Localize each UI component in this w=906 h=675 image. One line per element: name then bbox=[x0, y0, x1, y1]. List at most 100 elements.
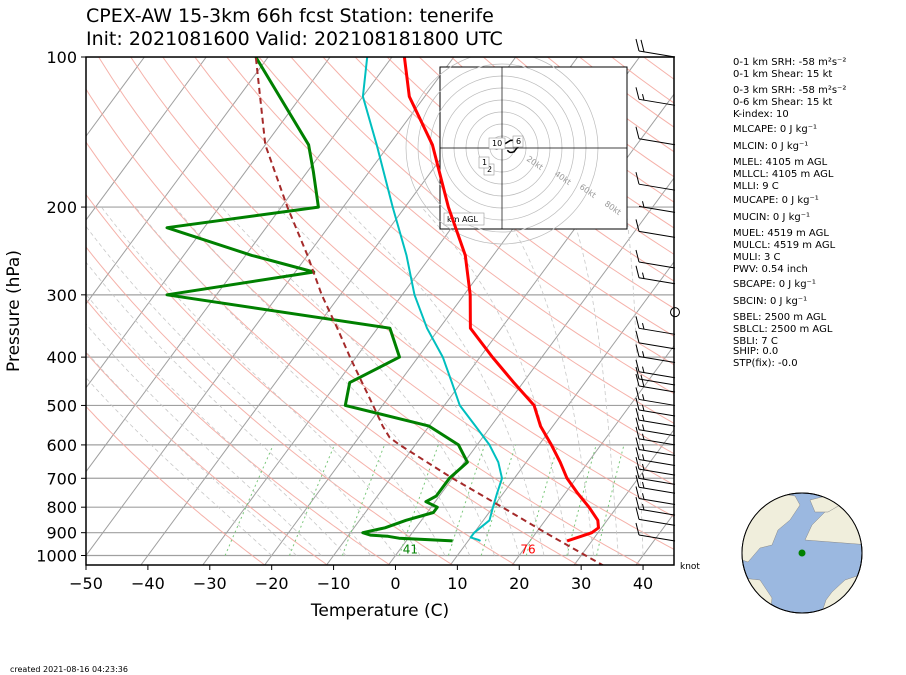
wind-barb-calm bbox=[670, 307, 680, 318]
index-line: K-index: 10 bbox=[733, 109, 789, 120]
index-line: MUCIN: 0 J kg⁻¹ bbox=[733, 212, 811, 223]
wind-barb-halfflag bbox=[642, 94, 645, 101]
dry-adiabat bbox=[86, 298, 391, 565]
index-line: 0-1 km Shear: 15 kt bbox=[733, 69, 833, 80]
wind-barb-halfflag bbox=[642, 201, 645, 208]
mixing-ratio-line bbox=[341, 444, 385, 556]
x-tick-label: 20 bbox=[509, 574, 529, 593]
chart-title-line-2: Init: 2021081600 Valid: 202108181800 UTC bbox=[86, 28, 503, 50]
y-axis-label: Pressure (hPa) bbox=[4, 250, 24, 372]
wind-barb-flag bbox=[635, 522, 640, 536]
hodograph-unit-label: km AGL bbox=[447, 215, 479, 224]
dry-adiabat bbox=[354, 57, 674, 309]
wind-barb bbox=[635, 397, 676, 417]
wind-barb-flag bbox=[635, 126, 640, 139]
wind-barb-halfflag bbox=[642, 481, 645, 489]
wind-barb bbox=[635, 126, 676, 146]
y-tick-label-1000: 1000 bbox=[36, 547, 77, 566]
hodograph-height-box bbox=[488, 137, 506, 150]
hodograph-height-label: 10 bbox=[492, 139, 502, 148]
wind-barb-halfflag bbox=[642, 454, 645, 461]
hodograph-height-label: 1 bbox=[482, 158, 487, 167]
index-line: MLCAPE: 0 J kg⁻¹ bbox=[733, 124, 818, 135]
x-tick-label: −20 bbox=[255, 574, 289, 593]
temperature-profile bbox=[402, 57, 600, 543]
index-line: MULCL: 4519 m AGL bbox=[733, 240, 836, 251]
wind-barb-halfflag bbox=[642, 493, 645, 500]
wind-barb-staff bbox=[638, 419, 676, 427]
x-tick-label: −30 bbox=[193, 574, 227, 593]
index-line: MLLCL: 4105 m AGL bbox=[733, 169, 834, 180]
wind-barb-flag bbox=[635, 426, 640, 440]
wind-barb-staff bbox=[638, 355, 676, 363]
x-tick-label: 40 bbox=[633, 574, 653, 593]
wind-barb-staff bbox=[638, 497, 676, 505]
wind-barb-halfflag bbox=[642, 394, 645, 401]
wind-barb-flag bbox=[635, 330, 640, 343]
wind-barb-flag bbox=[635, 417, 640, 430]
index-line: PWV: 0.54 inch bbox=[733, 264, 808, 275]
station-marker bbox=[798, 549, 806, 557]
dry-adiabat bbox=[86, 88, 642, 565]
index-line: STP(fix): -0.0 bbox=[733, 358, 798, 369]
x-tick-label: −10 bbox=[317, 574, 351, 593]
dry-adiabat bbox=[226, 57, 674, 424]
wind-barb-flag bbox=[635, 457, 640, 470]
y-tick-label-100: 100 bbox=[46, 48, 77, 67]
moist-adiabat bbox=[344, 206, 545, 556]
wind-barb-flag bbox=[635, 497, 640, 510]
wind-barb-flag bbox=[635, 359, 640, 372]
wind-barb bbox=[635, 344, 676, 363]
wind-barb-flag bbox=[635, 447, 640, 460]
index-line: 0-1 km SRH: -58 m²s⁻² bbox=[733, 57, 847, 68]
moist-adiabat bbox=[86, 225, 396, 556]
isotherm-10 bbox=[449, 261, 674, 565]
index-line: MLLI: 9 C bbox=[733, 181, 779, 192]
index-line: SBCAPE: 0 J kg⁻¹ bbox=[733, 279, 816, 290]
wind-barb-flag bbox=[635, 407, 640, 421]
wind-barb bbox=[635, 437, 676, 456]
wind-barb bbox=[635, 486, 676, 505]
wind-barb bbox=[635, 373, 676, 393]
moist-adiabat bbox=[86, 293, 347, 556]
y-tick-label-700: 700 bbox=[46, 469, 77, 488]
index-line: MUCAPE: 0 J kg⁻¹ bbox=[733, 195, 819, 206]
wind-barb-staff bbox=[638, 398, 676, 406]
moist-adiabat bbox=[421, 206, 570, 556]
wind-barb-flag bbox=[635, 344, 640, 357]
wind-barb-flag bbox=[635, 507, 640, 520]
wind-barb bbox=[635, 417, 676, 437]
wind-barb-staff bbox=[638, 429, 676, 437]
wind-barb-halfflag bbox=[642, 404, 645, 411]
index-line: MLEL: 4105 m AGL bbox=[733, 157, 828, 168]
wind-barb bbox=[635, 457, 676, 476]
dry-adiabat bbox=[130, 57, 674, 518]
wind-unit-label: knot bbox=[680, 562, 700, 572]
wind-barb-staff bbox=[638, 230, 676, 238]
wind-barb-halfflag bbox=[642, 503, 645, 511]
moist-adiabat bbox=[101, 206, 421, 556]
moist-adiabat bbox=[86, 351, 297, 556]
wind-barb-flag bbox=[635, 87, 640, 100]
wind-barb-flag bbox=[635, 437, 640, 450]
x-tick-label: 10 bbox=[447, 574, 467, 593]
wind-barb-flag bbox=[635, 38, 640, 52]
wind-barb-flag bbox=[635, 172, 640, 185]
y-tick-label-200: 200 bbox=[46, 198, 77, 217]
mixing-ratio-line bbox=[525, 444, 559, 556]
wind-barb-staff bbox=[638, 385, 676, 393]
dry-adiabat bbox=[86, 193, 517, 565]
wind-barb-flag bbox=[635, 249, 640, 263]
hodograph-height-label: 2 bbox=[487, 165, 492, 174]
dry-adiabat bbox=[258, 57, 674, 395]
moist-adiabat bbox=[86, 323, 322, 556]
index-line: 0-6 km Shear: 15 kt bbox=[733, 97, 833, 108]
isotherm--60 bbox=[86, 57, 393, 473]
wind-barb-halfflag bbox=[642, 414, 645, 422]
wind-barb-flag bbox=[635, 265, 640, 278]
wind-barb-staff bbox=[638, 409, 676, 417]
moist-adiabat bbox=[86, 261, 372, 556]
wind-barb-halfflag bbox=[642, 323, 645, 330]
wind-barb bbox=[638, 201, 676, 213]
